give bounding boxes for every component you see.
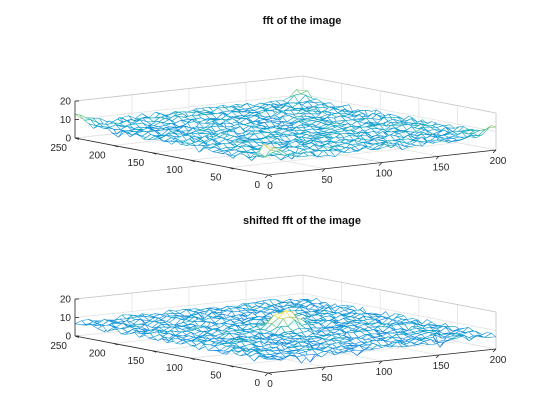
y-tick-mark	[190, 357, 195, 361]
x-tick-label: 150	[433, 361, 450, 372]
box-edge	[74, 75, 304, 102]
y-tick-label: 200	[89, 150, 106, 161]
y-tick-mark	[113, 145, 118, 148]
y-axis-line	[74, 137, 269, 176]
y-tick-label: 250	[50, 341, 67, 352]
grid-line	[302, 94, 497, 132]
surface-mesh	[74, 298, 497, 364]
y-tick-label: 0	[254, 378, 260, 389]
z-tick-label: 10	[60, 313, 72, 324]
z-tick-label: 0	[65, 134, 71, 145]
y-tick-label: 150	[128, 356, 145, 367]
grid-line	[229, 142, 458, 168]
subplot-2: 05010015020005010015020025001020shifted …	[50, 215, 506, 390]
y-tick-mark	[113, 343, 118, 346]
x-tick-mark	[321, 168, 326, 173]
x-tick-label: 200	[490, 355, 507, 366]
x-tick-label: 0	[267, 379, 273, 390]
grid-line	[302, 293, 497, 331]
z-tick-label: 20	[60, 295, 72, 306]
grid-line	[229, 341, 458, 366]
x-tick-label: 0	[267, 181, 273, 192]
z-tick-label: 10	[60, 115, 72, 126]
surface-cell	[484, 125, 497, 131]
y-tick-label: 100	[166, 363, 183, 374]
x-tick-label: 100	[376, 169, 393, 180]
axes-box	[74, 75, 497, 150]
x-tick-label: 50	[321, 175, 333, 186]
surface-cell	[484, 332, 497, 338]
y-tick-label: 0	[254, 180, 260, 191]
x-tick-label: 150	[433, 162, 450, 173]
y-tick-label: 100	[166, 165, 183, 176]
z-tick-label: 20	[60, 97, 72, 108]
chart-title: fft of the image	[263, 15, 342, 27]
x-tick-mark	[264, 174, 269, 179]
x-tick-mark	[264, 372, 269, 377]
z-tick-label: 0	[65, 332, 71, 343]
box-edge	[302, 274, 497, 313]
x-tick-mark	[492, 348, 497, 353]
y-tick-mark	[152, 152, 157, 155]
axes-box	[74, 274, 497, 349]
grid-line	[74, 94, 304, 120]
x-tick-mark	[378, 162, 383, 166]
y-tick-mark	[267, 174, 273, 177]
x-tick-mark	[435, 354, 440, 359]
box-edge	[302, 75, 497, 114]
y-tick-mark	[229, 167, 234, 170]
surface-mesh	[74, 89, 497, 161]
y-tick-mark	[190, 159, 195, 163]
grid-line	[74, 293, 304, 318]
x-tick-mark	[492, 149, 497, 154]
axis-lines	[74, 298, 497, 377]
x-tick-label: 100	[376, 367, 393, 378]
y-tick-label: 50	[210, 173, 222, 184]
y-tick-label: 150	[128, 158, 145, 169]
x-tick-mark	[321, 366, 326, 371]
x-tick-mark	[378, 360, 383, 365]
y-axis-line	[74, 335, 269, 374]
y-tick-label: 50	[210, 371, 222, 382]
y-tick-label: 200	[89, 348, 106, 359]
x-tick-label: 50	[321, 373, 333, 384]
x-tick-label: 200	[490, 156, 507, 167]
box-edge	[74, 274, 304, 300]
y-tick-mark	[267, 372, 273, 375]
chart-title: shifted fft of the image	[243, 215, 361, 227]
y-tick-label: 250	[50, 143, 67, 154]
y-tick-mark	[229, 365, 234, 368]
x-tick-mark	[435, 155, 440, 160]
axis-lines	[74, 100, 497, 179]
y-tick-mark	[152, 350, 157, 353]
